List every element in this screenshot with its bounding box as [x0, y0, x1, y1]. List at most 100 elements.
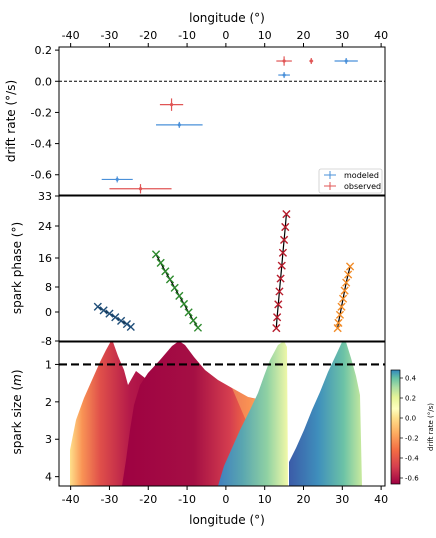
drift-rate-panel: 0.2 0.0 -0.2 -0.4 -0.6 drift rate (°/s) mode…: [4, 44, 386, 196]
ytick-label: -0.4: [31, 138, 52, 151]
ytick-label: 8: [45, 281, 52, 294]
colorbar-tick-label: 0.4: [405, 375, 417, 383]
bottom-xtick-label: -20: [139, 493, 157, 506]
bottom-xtick-label: -10: [178, 493, 196, 506]
phase-marker: [117, 316, 126, 325]
bottom-xtick-label: -30: [100, 493, 118, 506]
phase-marker: [335, 310, 345, 319]
errorbar-point-modeled: [156, 121, 203, 128]
top-xtick-label: 30: [335, 29, 349, 42]
ytick-label: 2: [45, 396, 52, 409]
top-xaxis-label: longitude (°): [189, 11, 265, 25]
phase-marker: [333, 324, 342, 333]
phase-marker: [273, 313, 282, 322]
phase-marker: [179, 299, 189, 309]
bottom-xtick-label: 0: [222, 493, 229, 506]
top-xtick-label: 40: [374, 29, 388, 42]
ytick-label: -8: [41, 335, 52, 348]
phase-marker: [280, 235, 289, 244]
phase-marker: [93, 302, 102, 311]
bottom-xaxis-label: longitude (°): [189, 513, 265, 527]
spark-size-ylabel: spark size (m): [10, 369, 24, 454]
ytick-label: -0.6: [31, 169, 52, 182]
top-xtick-label: 20: [297, 29, 311, 42]
phase-marker: [105, 309, 114, 318]
legend: modeled observed: [318, 168, 383, 194]
errorbar-point-observed: [109, 184, 172, 194]
colorbar-tick-label: -0.4: [405, 455, 419, 463]
ytick-label: 16: [38, 252, 52, 265]
errorbar-point-modeled: [334, 58, 358, 65]
spark-region-blue: [289, 342, 362, 486]
phase-fit-line: [275, 214, 287, 329]
phase-marker: [281, 222, 290, 232]
spark-phase-panel: 33 24 16 8 0 -8 spark phase (°): [10, 190, 386, 348]
errorbar-point-observed: [159, 98, 184, 111]
bottom-xtick-label: 20: [297, 493, 311, 506]
colorbar-tick-label: 0.2: [405, 395, 416, 403]
phase-marker: [175, 291, 184, 300]
errorbar-point-modeled: [101, 176, 133, 183]
bottom-xtick-label: 30: [335, 493, 349, 506]
spark-size-panel: 1 2 3 4 -40 -30 -20 -10 0 10 20 30 40 spark size (m)…: [10, 341, 388, 527]
colorbar: 0.4 0.2 0.0 -0.2 -0.4 -0.6 drift rate (°/s): [390, 369, 435, 485]
top-xaxis-ticks: -40 -30 -20 -10 0 10 20 30 40: [62, 29, 388, 47]
phase-marker: [277, 261, 286, 270]
phase-marker: [156, 258, 165, 267]
phase-marker: [274, 300, 283, 309]
ytick-label: 0.2: [35, 44, 53, 57]
phase-marker: [165, 275, 175, 284]
phase-marker: [111, 313, 120, 322]
phase-marker: [122, 319, 132, 329]
top-xtick-label: -20: [139, 29, 157, 42]
phase-marker: [276, 274, 285, 283]
phase-marker: [184, 308, 193, 317]
phase-marker: [345, 262, 355, 271]
phase-marker: [278, 248, 288, 257]
legend-observed: observed: [344, 182, 381, 191]
ytick-label: 33: [38, 190, 52, 203]
phase-marker: [151, 250, 161, 259]
spark-region-red-right: [122, 342, 266, 486]
phase-marker: [282, 210, 291, 219]
phase-marker: [189, 316, 198, 325]
bottom-xtick-label: -40: [62, 493, 80, 506]
bottom-xtick-label: 40: [374, 493, 388, 506]
top-xtick-label: -30: [100, 29, 118, 42]
errorbar-point-observed: [309, 58, 314, 65]
errorbar-point-modeled: [278, 72, 290, 79]
phase-marker: [337, 302, 346, 311]
ytick-label: 3: [45, 433, 52, 446]
ytick-label: 24: [38, 220, 52, 233]
colorbar-tick-label: -0.2: [405, 435, 419, 443]
phase-marker: [340, 286, 349, 295]
bottom-xtick-label: 10: [258, 493, 272, 506]
ytick-label: 0: [45, 306, 52, 319]
ytick-label: 0.0: [35, 75, 53, 88]
spark-region-green: [218, 342, 288, 486]
top-xtick-label: -40: [62, 29, 80, 42]
phase-marker: [338, 294, 348, 303]
errorbar-point-observed: [276, 56, 292, 66]
ytick-label: -0.2: [31, 106, 52, 119]
phase-fit-line: [155, 254, 199, 329]
drift-rate-ylabel: drift rate (°/s): [4, 80, 18, 162]
phase-marker: [161, 267, 170, 276]
ytick-label: 1: [45, 358, 52, 371]
phase-marker: [342, 278, 351, 287]
top-xtick-label: 0: [222, 29, 229, 42]
ytick-label: 4: [45, 471, 52, 484]
top-xtick-label: -10: [178, 29, 196, 42]
top-xtick-label: 10: [258, 29, 272, 42]
colorbar-tick-label: 0.0: [405, 415, 416, 423]
phase-marker: [99, 306, 108, 315]
colorbar-tick-label: -0.6: [405, 475, 419, 483]
phase-marker: [272, 324, 281, 333]
phase-marker: [275, 287, 284, 296]
colorbar-label: drift rate (°/s): [427, 403, 435, 451]
phase-marker: [170, 283, 179, 292]
phase-marker: [126, 322, 135, 331]
phase-marker: [193, 323, 203, 332]
spark-phase-ylabel: spark phase (°): [10, 222, 24, 314]
